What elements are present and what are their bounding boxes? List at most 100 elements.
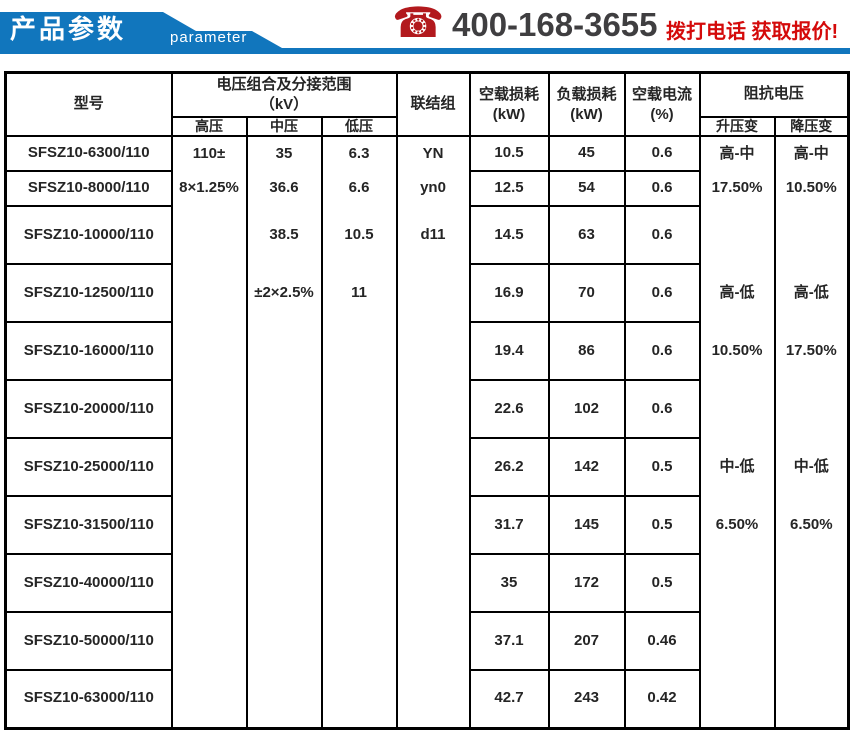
spec-table: 型号 电压组合及分接范围 （kV） 联结组 空载损耗 (kW) 负载损耗 (kW…	[4, 71, 850, 730]
cell-lv	[320, 322, 398, 380]
cell-step-down: 高-中	[773, 136, 850, 171]
call-cta-label[interactable]: 拨打电话 获取报价!	[666, 21, 839, 43]
cell-step-up	[698, 612, 776, 670]
cell-step-down	[773, 380, 850, 438]
cell-load-loss: 45	[547, 135, 626, 172]
cell-hv	[170, 554, 248, 612]
cell-load-loss: 63	[547, 205, 626, 265]
phone-number[interactable]: 400-168-3655	[452, 6, 658, 43]
cell-hv	[170, 264, 248, 322]
header-voltage-group-line2: （kV）	[259, 95, 309, 113]
cell-step-up: 10.50%	[698, 322, 776, 380]
table-row: SFSZ10-50000/110 37.1 207 0.46	[4, 611, 850, 671]
header-no-load-loss-line1: 空载损耗	[479, 86, 540, 103]
header-step-down: 降压变	[773, 115, 850, 137]
cell-no-load-current: 0.5	[623, 553, 701, 613]
header-voltage-group: 电压组合及分接范围 （kV）	[170, 71, 398, 118]
header-voltage-group-line1: 电压组合及分接范围	[216, 76, 352, 94]
table-row: SFSZ10-25000/110 26.2 142 0.5 中-低 中-低	[4, 437, 850, 497]
header-connection: 联结组	[395, 71, 471, 137]
cell-no-load-loss: 35	[468, 553, 550, 613]
cell-mv	[245, 322, 323, 380]
cell-no-load-current: 0.6	[623, 135, 701, 172]
header-hv: 高压	[170, 115, 248, 137]
cell-hv	[170, 438, 248, 496]
cell-connection	[395, 670, 471, 728]
cell-no-load-loss: 22.6	[468, 379, 550, 439]
header-model: 型号	[4, 71, 173, 137]
cell-load-loss: 145	[547, 495, 626, 555]
cell-step-down	[773, 612, 850, 670]
table-row: SFSZ10-6300/110 110± 35 6.3 YN 10.5 45 0…	[4, 135, 850, 172]
cell-lv	[320, 670, 398, 728]
cell-lv: 6.6	[320, 171, 398, 206]
cell-mv	[245, 612, 323, 670]
cell-connection	[395, 612, 471, 670]
cell-lv	[320, 438, 398, 496]
cell-lv	[320, 496, 398, 554]
cell-step-up: 高-低	[698, 264, 776, 322]
cell-step-down	[773, 554, 850, 612]
banner-ribbon-shape	[0, 12, 850, 54]
cell-no-load-loss: 10.5	[468, 135, 550, 172]
cell-step-down	[773, 670, 850, 728]
cell-hv	[170, 670, 248, 728]
cell-mv	[245, 670, 323, 728]
cell-no-load-current: 0.42	[623, 669, 701, 729]
cell-hv	[170, 322, 248, 380]
cell-no-load-loss: 42.7	[468, 669, 550, 729]
cell-no-load-loss: 16.9	[468, 263, 550, 323]
cell-hv	[170, 496, 248, 554]
cell-connection	[395, 322, 471, 380]
table-header-row-2: 高压 中压 低压 升压变 降压变	[6, 115, 850, 137]
cell-model: SFSZ10-40000/110	[4, 553, 173, 613]
cell-lv	[320, 554, 398, 612]
page-subtitle: parameter	[170, 29, 248, 46]
cell-load-loss: 243	[547, 669, 626, 729]
cell-lv: 11	[320, 264, 398, 322]
phone-icon: ☎	[392, 0, 445, 46]
cell-step-down: 高-低	[773, 264, 850, 322]
cell-model: SFSZ10-20000/110	[4, 379, 173, 439]
cell-hv	[170, 380, 248, 438]
page-title: 产品参数	[10, 14, 127, 44]
table-row: SFSZ10-12500/110 ±2×2.5% 11 16.9 70 0.6 …	[4, 263, 850, 323]
header-load-loss-line2: (kW)	[570, 105, 603, 123]
table-row: SFSZ10-31500/110 31.7 145 0.5 6.50% 6.50…	[4, 495, 850, 555]
cell-hv: 110±	[170, 136, 248, 171]
table-header-row-1: 型号 电压组合及分接范围 （kV） 联结组 空载损耗 (kW) 负载损耗 (kW…	[4, 71, 850, 137]
cell-model: SFSZ10-50000/110	[4, 611, 173, 671]
cell-no-load-current: 0.6	[623, 263, 701, 323]
table-row: SFSZ10-40000/110 35 172 0.5	[4, 553, 850, 613]
cell-step-up	[698, 380, 776, 438]
header-no-load-current-line2: (%)	[650, 105, 674, 123]
cell-model: SFSZ10-12500/110	[4, 263, 173, 323]
table-row: SFSZ10-10000/110 38.5 10.5 d11 14.5 63 0…	[4, 205, 850, 265]
cell-connection	[395, 496, 471, 554]
cell-no-load-current: 0.5	[623, 495, 701, 555]
cell-load-loss: 70	[547, 263, 626, 323]
cell-mv	[245, 438, 323, 496]
header-load-loss: 负载损耗 (kW)	[547, 71, 626, 137]
cell-step-down: 中-低	[773, 438, 850, 496]
cell-mv: 35	[245, 136, 323, 171]
cell-mv: 38.5	[245, 206, 323, 264]
cell-model: SFSZ10-6300/110	[4, 135, 173, 172]
cell-mv: ±2×2.5%	[245, 264, 323, 322]
header-mv: 中压	[245, 115, 323, 137]
table-row: SFSZ10-16000/110 19.4 86 0.6 10.50% 17.5…	[4, 321, 850, 381]
cell-step-up	[698, 670, 776, 728]
table-row: SFSZ10-8000/110 8×1.25% 36.6 6.6 yn0 12.…	[4, 170, 850, 207]
cell-step-up: 6.50%	[698, 496, 776, 554]
cell-step-up: 17.50%	[698, 171, 776, 206]
cell-no-load-loss: 26.2	[468, 437, 550, 497]
cell-no-load-current: 0.6	[623, 321, 701, 381]
cell-step-up: 高-中	[698, 136, 776, 171]
cell-no-load-current: 0.6	[623, 205, 701, 265]
cell-step-up	[698, 554, 776, 612]
header-step-up: 升压变	[698, 115, 776, 137]
cell-no-load-current: 0.5	[623, 437, 701, 497]
cell-connection: d11	[395, 206, 471, 264]
table-row: SFSZ10-20000/110 22.6 102 0.6	[4, 379, 850, 439]
